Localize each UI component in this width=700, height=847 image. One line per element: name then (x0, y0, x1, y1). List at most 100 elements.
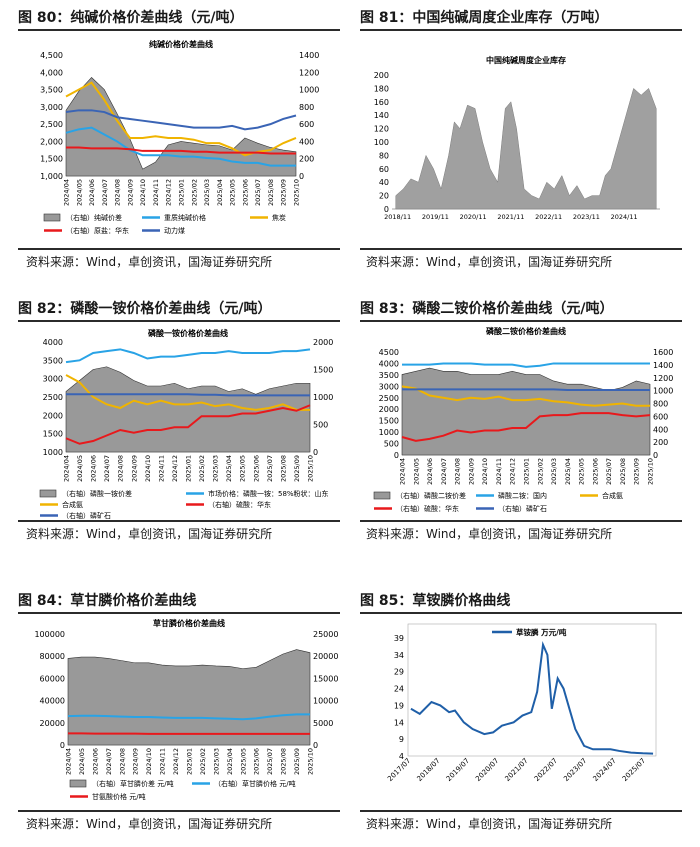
y-right-tick-label: 400 (299, 137, 314, 146)
y-left-tick-label: 2000 (379, 405, 399, 414)
y-right-tick-label: 25000 (313, 630, 338, 639)
x-tick-label: 2024/06 (91, 748, 99, 775)
x-tick-label: 2024/09 (132, 748, 140, 775)
x-tick-label: 2024/08 (114, 179, 122, 206)
legend-label: 合成氨 (62, 500, 83, 509)
x-tick-label: 2025/04 (216, 179, 224, 206)
series-line (65, 348, 311, 364)
x-tick-label: 2025/03 (212, 455, 220, 482)
y-right-tick-label: 0 (313, 741, 318, 750)
chart-fig82: 磷酸一铵价格价差曲线 1000 1500 2000 2500 3000 3500 4000 0 5… (39, 328, 333, 520)
x-tick-label: 2019/11 (422, 213, 449, 221)
y-right-tick-label: 15000 (313, 674, 338, 683)
x-tick-label: 2022/11 (535, 213, 562, 221)
y-right-tick-label: 2000 (313, 338, 333, 347)
x-tick-label: 2025/05 (229, 179, 237, 206)
x-tick-label: 2024/10 (139, 179, 147, 206)
y-right-tick-label: 200 (653, 438, 668, 447)
y-right-tick-label: 1400 (299, 51, 319, 60)
x-tick-label: 2024/09 (130, 455, 138, 482)
x-tick-label: 2024/10 (481, 458, 489, 485)
x-tick-label: 2024/10 (145, 748, 153, 775)
series-line (68, 732, 310, 735)
figure-title: 图 85：草铵膦价格曲线 (360, 593, 511, 609)
y-tick-label: 9 (399, 735, 404, 744)
series-line (66, 146, 296, 155)
y-right-tick-label: 1600 (653, 348, 673, 357)
x-tick-label: 2025/02 (536, 458, 544, 485)
x-tick-label: 2025/05 (239, 455, 247, 482)
y-right-tick-label: 400 (653, 425, 668, 434)
series-line (401, 385, 650, 407)
x-tick-label: 2025/01 (178, 179, 186, 206)
x-tick-label: 2025/08 (619, 458, 627, 485)
y-tick-label: 34 (394, 651, 404, 660)
x-tick-label: 2025/05 (239, 748, 247, 775)
x-tick-label: 2024/12 (172, 748, 180, 775)
y-tick-label: 20 (379, 192, 389, 201)
figure-title: 图 82：磷酸一铵价格价差曲线（元/吨） (18, 301, 272, 317)
series-line (401, 412, 651, 442)
x-tick-label: 2024/05 (76, 455, 84, 482)
x-tick-label: 2024/06 (88, 179, 96, 206)
x-tick-label: 2024/12 (165, 179, 173, 206)
x-tick-label: 2024/11 (159, 748, 167, 775)
x-tick-label: 2021/07 (504, 757, 530, 783)
x-tick-label: 2024/04 (399, 458, 407, 485)
x-tick-label: 2021/11 (497, 213, 524, 221)
source-rule (360, 810, 682, 812)
x-tick-label: 2024/07 (440, 458, 448, 485)
y-right-tick-label: 1000 (313, 393, 333, 402)
x-tick-label: 2024/04 (65, 748, 73, 775)
x-tick-label: 2025/04 (225, 455, 233, 482)
y-left-tick-label: 1500 (43, 430, 63, 439)
x-tick-label: 2025/10 (307, 455, 315, 482)
y-left-tick-label: 2,000 (40, 137, 63, 146)
x-tick-label: 2025/07 (605, 458, 613, 485)
x-tick-label: 2018/11 (384, 213, 411, 221)
y-left-tick-label: 3,000 (40, 103, 63, 112)
x-tick-label: 2024/05 (75, 179, 83, 206)
x-tick-label: 2025/09 (633, 458, 641, 485)
x-tick-label: 2025/06 (253, 748, 261, 775)
x-tick-label: 2024/07 (101, 179, 109, 206)
y-left-tick-label: 1000 (43, 448, 63, 457)
y-tick-label: 100 (374, 138, 389, 147)
figure-title: 图 80：纯碱价格价差曲线（元/吨） (18, 10, 244, 26)
x-tick-label: 2024/11 (495, 458, 503, 485)
y-left-tick-label: 4,000 (40, 68, 63, 77)
x-tick-label: 2024/08 (117, 455, 125, 482)
source-note: 资料来源：Wind，卓创资讯，国海证券研究所 (26, 527, 273, 541)
y-right-tick-label: 10000 (313, 697, 338, 706)
y-tick-label: 0 (384, 205, 389, 214)
title-rule (18, 320, 340, 322)
x-tick-label: 2025/08 (267, 179, 275, 206)
x-tick-label: 2025/09 (293, 455, 301, 482)
series-line (410, 640, 654, 755)
legend-label: 合成氨 (602, 491, 623, 500)
legend-label: （右轴）草甘膦价差 元/吨 (92, 779, 174, 788)
x-tick-label: 2025/07 (266, 455, 274, 482)
y-tick-label: 60 (379, 165, 389, 174)
y-tick-label: 180 (374, 84, 389, 93)
title-rule (360, 29, 682, 31)
y-left-tick-label: 2500 (379, 394, 399, 403)
y-right-tick-label: 800 (653, 400, 668, 409)
y-left-tick-label: 3000 (379, 382, 399, 391)
legend-swatch (39, 489, 57, 498)
legend-label: （右轴）硫酸：华东 (208, 500, 271, 509)
y-right-tick-label: 0 (299, 172, 304, 181)
y-right-tick-label: 1500 (313, 366, 333, 375)
x-tick-label: 2025/07 (266, 748, 274, 775)
x-tick-label: 2023/07 (562, 757, 588, 783)
y-left-tick-label: 3500 (379, 371, 399, 380)
y-left-tick-label: 2,500 (40, 120, 63, 129)
y-tick-label: 19 (394, 701, 404, 710)
source-note: 资料来源：Wind，卓创资讯，国海证券研究所 (366, 817, 613, 831)
y-right-tick-label: 1000 (299, 86, 319, 95)
legend-label: 草铵膦 万元/吨 (516, 627, 567, 637)
source-note: 资料来源：Wind，卓创资讯，国海证券研究所 (366, 255, 613, 269)
y-left-tick-label: 2000 (43, 411, 63, 420)
x-tick-label: 2024/08 (454, 458, 462, 485)
